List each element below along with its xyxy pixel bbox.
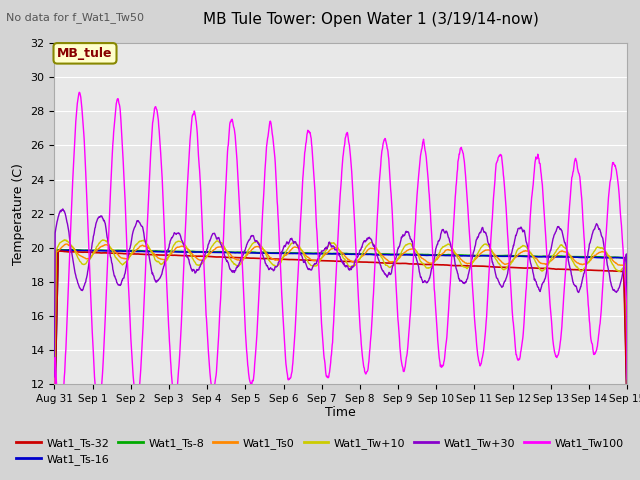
Wat1_Tw100 (623, 376, 631, 382)
Wat1_Tw+30 (118, 277, 126, 283)
Wat1_Tw+10 (306, 261, 314, 267)
Wat1_Ts-16 (294, 251, 301, 256)
Wat1_Ts-8 (316, 250, 324, 256)
Wat1_Tw100 (51, 465, 58, 470)
Wat1_Tw+10 (95, 241, 102, 247)
Wat1_Ts-32 (294, 257, 301, 263)
Wat1_Tw+10 (99, 237, 107, 243)
Y-axis label: Temperature (C): Temperature (C) (12, 163, 25, 264)
Wat1_Ts-32 (316, 258, 324, 264)
Wat1_Tw100 (316, 286, 324, 292)
Wat1_Tw100 (377, 162, 385, 168)
Wat1_Ts-8 (306, 250, 314, 256)
Wat1_Tw+30 (316, 252, 324, 258)
Wat1_Ts-8 (51, 405, 58, 411)
Line: Wat1_Tw+10: Wat1_Tw+10 (54, 240, 627, 420)
Wat1_Tw+10 (118, 262, 126, 268)
Wat1_Ts-16 (623, 404, 631, 409)
Wat1_Ts0 (377, 251, 385, 256)
Wat1_Tw+30 (377, 263, 385, 268)
Wat1_Ts-32 (118, 251, 126, 256)
Wat1_Ts0 (51, 418, 58, 424)
Line: Wat1_Ts-16: Wat1_Ts-16 (54, 250, 627, 420)
Wat1_Tw+30 (623, 384, 631, 390)
Wat1_Tw+10 (51, 417, 58, 423)
Wat1_Ts0 (306, 256, 314, 262)
Wat1_Ts-16 (95, 248, 103, 253)
Wat1_Tw+10 (316, 258, 324, 264)
Wat1_Ts-16 (51, 417, 58, 422)
Wat1_Ts-8 (294, 250, 301, 256)
Line: Wat1_Ts-8: Wat1_Ts-8 (54, 250, 627, 412)
Wat1_Ts-16 (118, 248, 126, 254)
Wat1_Ts-8 (377, 251, 385, 257)
Wat1_Ts-32 (56, 248, 63, 254)
Wat1_Ts-16 (377, 252, 385, 258)
Wat1_Ts-32 (377, 260, 385, 266)
Text: MB_tule: MB_tule (57, 47, 113, 60)
Wat1_Ts-8 (95, 247, 103, 253)
Text: MB Tule Tower: Open Water 1 (3/19/14-now): MB Tule Tower: Open Water 1 (3/19/14-now… (204, 12, 539, 27)
Wat1_Tw+10 (377, 253, 385, 259)
Wat1_Tw+30 (95, 214, 103, 219)
Wat1_Ts0 (63, 241, 70, 247)
Wat1_Ts-16 (306, 251, 314, 256)
Wat1_Ts-16 (67, 247, 75, 253)
Wat1_Tw+30 (51, 374, 58, 380)
Wat1_Tw100 (76, 89, 83, 95)
Wat1_Ts0 (294, 245, 301, 251)
Wat1_Tw100 (95, 402, 103, 408)
Wat1_Ts-32 (95, 250, 103, 256)
Line: Wat1_Ts-32: Wat1_Ts-32 (54, 251, 627, 420)
Wat1_Tw+10 (623, 383, 631, 389)
Wat1_Ts0 (118, 255, 126, 261)
Wat1_Ts0 (95, 245, 103, 251)
Wat1_Tw+30 (294, 243, 301, 249)
Line: Wat1_Tw100: Wat1_Tw100 (54, 92, 627, 468)
Wat1_Tw+10 (294, 242, 301, 248)
Wat1_Tw+30 (59, 206, 67, 212)
Line: Wat1_Tw+30: Wat1_Tw+30 (54, 209, 627, 387)
Wat1_Tw100 (294, 275, 301, 281)
Wat1_Ts0 (316, 257, 324, 263)
Wat1_Tw+30 (306, 266, 314, 272)
Wat1_Tw100 (306, 130, 314, 135)
Wat1_Ts-8 (118, 248, 126, 253)
Legend: Wat1_Ts-32, Wat1_Ts-16, Wat1_Ts-8, Wat1_Ts0, Wat1_Tw+10, Wat1_Tw+30, Wat1_Tw100: Wat1_Ts-32, Wat1_Ts-16, Wat1_Ts-8, Wat1_… (12, 433, 628, 469)
Wat1_Ts-32 (51, 417, 58, 422)
Text: No data for f_Wat1_Tw50: No data for f_Wat1_Tw50 (6, 12, 145, 23)
Wat1_Ts-32 (623, 411, 631, 417)
Wat1_Ts-32 (306, 257, 314, 263)
Wat1_Ts0 (623, 390, 631, 396)
Wat1_Tw100 (118, 144, 126, 149)
Wat1_Ts-8 (623, 409, 631, 415)
Wat1_Ts-16 (316, 251, 324, 257)
X-axis label: Time: Time (325, 407, 356, 420)
Line: Wat1_Ts0: Wat1_Ts0 (54, 244, 627, 421)
Wat1_Ts-8 (67, 247, 74, 252)
